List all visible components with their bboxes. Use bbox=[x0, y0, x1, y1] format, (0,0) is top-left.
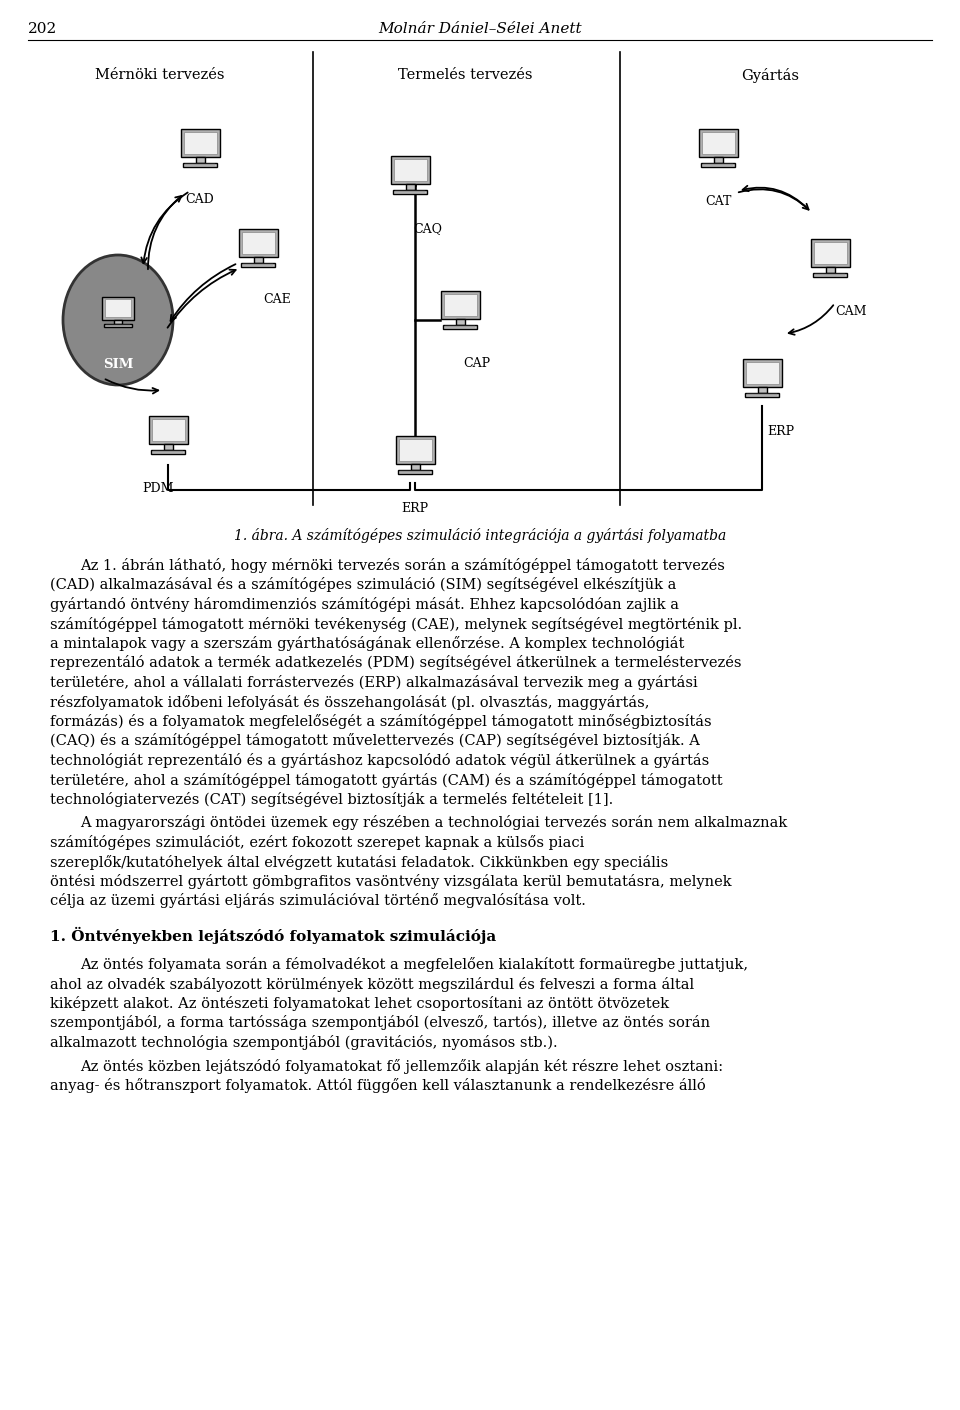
Bar bbox=[105, 324, 132, 327]
Text: 1. ábra. A számítógépes szimuláció integrációja a gyártási folyamatba: 1. ábra. A számítógépes szimuláció integ… bbox=[234, 527, 726, 543]
Bar bbox=[183, 133, 217, 154]
Text: reprezentáló adatok a termék adatkezelés (PDM) segítségével átkerülnek a termelé: reprezentáló adatok a termék adatkezelés… bbox=[50, 656, 741, 671]
Bar bbox=[813, 272, 848, 278]
Bar bbox=[810, 238, 850, 268]
Bar bbox=[441, 290, 479, 320]
Bar bbox=[152, 419, 184, 441]
Text: számítógéppel támogatott mérnöki tevékenység (CAE), melynek segítségével megtört: számítógéppel támogatott mérnöki tevéken… bbox=[50, 616, 742, 632]
Bar bbox=[757, 388, 766, 392]
Bar bbox=[398, 439, 431, 461]
Bar bbox=[443, 324, 477, 329]
Text: szereplők/kutatóhelyek által elvégzett kutatási feladatok. Cikkünkben egy speciá: szereplők/kutatóhelyek által elvégzett k… bbox=[50, 854, 668, 870]
Bar bbox=[397, 470, 432, 474]
Bar bbox=[713, 158, 723, 162]
Text: Molnár Dániel–Sélei Anett: Molnár Dániel–Sélei Anett bbox=[378, 23, 582, 37]
Text: részfolyamatok időbeni lefolyását és összehangolását (pl. olvasztás, maggyártás,: részfolyamatok időbeni lefolyását és öss… bbox=[50, 695, 650, 709]
Bar bbox=[114, 320, 122, 324]
Text: Termelés tervezés: Termelés tervezés bbox=[397, 68, 532, 82]
Text: 1. Öntvényekben lejátszódó folyamatok szimulációja: 1. Öntvényekben lejátszódó folyamatok sz… bbox=[50, 926, 496, 945]
Text: területére, ahol a számítógéppel támogatott gyártás (CAM) és a számítógéppel tám: területére, ahol a számítógéppel támogat… bbox=[50, 773, 723, 788]
Text: (CAD) alkalmazásával és a számítógépes szimuláció (SIM) segítségével elkészítjük: (CAD) alkalmazásával és a számítógépes s… bbox=[50, 578, 677, 592]
Text: A magyarországi öntödei üzemek egy részében a technológiai tervezés során nem al: A magyarországi öntödei üzemek egy részé… bbox=[80, 815, 787, 830]
Bar bbox=[411, 464, 420, 470]
Text: 202: 202 bbox=[28, 23, 58, 37]
Text: a mintalapok vagy a szerszám gyárthatóságának ellenőrzése. A komplex technológiá: a mintalapok vagy a szerszám gyárthatósá… bbox=[50, 636, 684, 651]
Text: ahol az olvadék szabályozott körülmények között megszilárdul és felveszi a forma: ahol az olvadék szabályozott körülmények… bbox=[50, 977, 694, 991]
Bar bbox=[393, 189, 427, 195]
Text: területére, ahol a vállalati forrástervezés (ERP) alkalmazásával tervezik meg a : területére, ahol a vállalati forrásterve… bbox=[50, 675, 698, 689]
Bar bbox=[238, 228, 277, 258]
Bar bbox=[405, 185, 415, 189]
Text: célja az üzemi gyártási eljárás szimulációval történő megvalósítása volt.: célja az üzemi gyártási eljárás szimulác… bbox=[50, 894, 586, 908]
Text: Mérnöki tervezés: Mérnöki tervezés bbox=[95, 68, 225, 82]
Bar bbox=[396, 436, 435, 464]
Bar bbox=[103, 296, 133, 320]
Text: anyag- és hőtranszport folyamatok. Attól függően kell választanunk a rendelkezés: anyag- és hőtranszport folyamatok. Attól… bbox=[50, 1079, 706, 1093]
Text: öntési módszerrel gyártott gömbgrafitos vasöntvény vizsgálata kerül bemutatásra,: öntési módszerrel gyártott gömbgrafitos … bbox=[50, 874, 732, 888]
Text: szempontjából, a forma tartóssága szempontjából (elvesző, tartós), illetve az ön: szempontjából, a forma tartóssága szempo… bbox=[50, 1015, 710, 1031]
Bar bbox=[701, 162, 735, 168]
Bar bbox=[742, 360, 781, 388]
Text: technológiatervezés (CAT) segítségével biztosítják a termelés feltételeit [1].: technológiatervezés (CAT) segítségével b… bbox=[50, 792, 613, 807]
Text: Az öntés közben lejátszódó folyamatokat fő jellemzőik alapján két részre lehet o: Az öntés közben lejátszódó folyamatokat … bbox=[80, 1059, 723, 1073]
Bar bbox=[182, 162, 217, 168]
Bar bbox=[149, 416, 187, 444]
Text: ERP: ERP bbox=[767, 424, 794, 439]
Bar bbox=[180, 128, 220, 158]
Text: CAE: CAE bbox=[263, 293, 291, 306]
Bar bbox=[813, 243, 847, 265]
Text: számítógépes szimulációt, ezért fokozott szerepet kapnak a külsős piaci: számítógépes szimulációt, ezért fokozott… bbox=[50, 835, 585, 850]
Text: PDM: PDM bbox=[142, 482, 174, 495]
Text: kiképzett alakot. Az öntészeti folyamatokat lehet csoportosítani az öntött ötvöz: kiképzett alakot. Az öntészeti folyamato… bbox=[50, 995, 669, 1011]
Bar bbox=[253, 258, 262, 262]
Bar bbox=[702, 133, 734, 154]
Text: Az 1. ábrán látható, hogy mérnöki tervezés során a számítógéppel támogatott terv: Az 1. ábrán látható, hogy mérnöki tervez… bbox=[80, 558, 725, 572]
Bar bbox=[699, 128, 737, 158]
Bar bbox=[196, 158, 204, 162]
Text: (CAQ) és a számítógéppel támogatott művelettervezés (CAP) segítségével biztosítj: (CAQ) és a számítógéppel támogatott műve… bbox=[50, 733, 700, 749]
Bar bbox=[394, 159, 426, 182]
Bar bbox=[151, 450, 185, 454]
Bar bbox=[242, 231, 275, 254]
Bar bbox=[105, 299, 132, 317]
Text: Gyártás: Gyártás bbox=[741, 68, 799, 83]
Text: CAM: CAM bbox=[835, 305, 867, 319]
Text: CAD: CAD bbox=[185, 193, 214, 206]
Bar bbox=[444, 293, 476, 316]
Bar bbox=[746, 362, 779, 385]
Text: alkalmazott technológia szempontjából (gravitációs, nyomásos stb.).: alkalmazott technológia szempontjából (g… bbox=[50, 1035, 558, 1050]
Text: CAP: CAP bbox=[463, 357, 491, 369]
Bar bbox=[391, 157, 429, 185]
Text: technológiát reprezentáló és a gyártáshoz kapcsolódó adatok végül átkerülnek a g: technológiát reprezentáló és a gyártásho… bbox=[50, 753, 709, 768]
Bar bbox=[826, 268, 834, 272]
Text: formázás) és a folyamatok megfelelőségét a számítógéppel támogatott minőségbizto: formázás) és a folyamatok megfelelőségét… bbox=[50, 713, 711, 729]
Text: gyártandó öntvény háromdimenziós számítógépi mását. Ehhez kapcsolódóan zajlik a: gyártandó öntvény háromdimenziós számító… bbox=[50, 596, 679, 612]
Text: CAQ: CAQ bbox=[413, 221, 442, 235]
Bar bbox=[163, 444, 173, 450]
Bar bbox=[455, 320, 465, 324]
Ellipse shape bbox=[63, 255, 173, 385]
Bar bbox=[241, 262, 276, 266]
Text: CAT: CAT bbox=[705, 195, 732, 209]
Text: SIM: SIM bbox=[103, 358, 133, 371]
Bar bbox=[745, 392, 780, 398]
Text: ERP: ERP bbox=[401, 502, 428, 515]
Text: Az öntés folyamata során a fémolvadékot a megfelelően kialakított formaüregbe ju: Az öntés folyamata során a fémolvadékot … bbox=[80, 957, 748, 971]
